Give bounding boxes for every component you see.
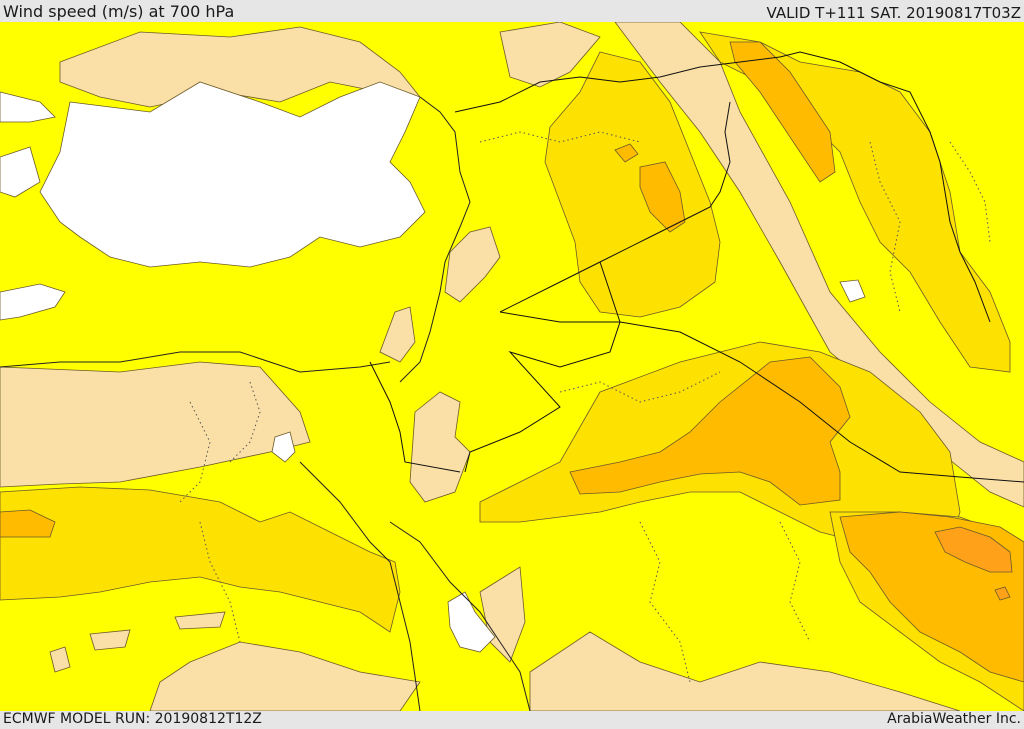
white-zone-red-sea (447, 591, 496, 653)
valid-time: VALID T+111 SAT. 20190817T03Z (766, 4, 1021, 22)
level2-zone-saudi (569, 356, 851, 506)
level2-zone-syria-core (639, 161, 686, 233)
level2-zone-egypt-west (0, 509, 56, 538)
calm-zone-euphrates (614, 21, 1024, 508)
calm-zone-lebanon (444, 226, 501, 303)
white-zone-nile-delta (271, 431, 296, 463)
coastline-levant (399, 96, 471, 383)
calm-zone-small-1 (49, 646, 71, 673)
border-saudi-iraq (619, 321, 1024, 483)
calm-zone-coast (379, 306, 416, 363)
border-jordan-iraq-link (599, 261, 621, 323)
region-line-7 (779, 521, 811, 643)
region-line-2 (229, 381, 261, 463)
border-jordan (464, 311, 621, 473)
header-bar: Wind speed (m/s) at 700 hPa VALID T+111 … (0, 0, 1024, 22)
coastline-red-sea-east (389, 521, 531, 712)
credit-label: ArabiaWeather Inc. (887, 711, 1021, 727)
map-title: Wind speed (m/s) at 700 hPa (3, 2, 235, 21)
border-turkey-syria (454, 56, 781, 113)
region-line-8 (199, 521, 241, 643)
calm-zone-small-3 (174, 611, 226, 630)
country-borders (369, 51, 1024, 483)
level2-zone-syria-small (614, 143, 639, 163)
region-line-3 (179, 401, 211, 503)
white-zone-southwest (0, 283, 66, 321)
border-iraq-iran (779, 51, 991, 323)
level1-zone-egypt (0, 486, 401, 633)
region-line-1 (479, 131, 641, 143)
coastline-red-sea-west (299, 461, 421, 712)
calm-zone-sudan (149, 641, 421, 712)
white-zone-west (0, 146, 41, 198)
region-line-4 (559, 371, 721, 403)
region-line-5 (869, 141, 901, 313)
level2-zone-euphrates-north (729, 41, 836, 183)
white-zone-gulf (839, 279, 866, 303)
footer-bar: ECMWF MODEL RUN: 20190812T12Z ArabiaWeat… (0, 711, 1024, 729)
calm-zone-north-syria (499, 21, 601, 88)
calm-zone-small-2 (89, 629, 131, 651)
level3-zone-east-peak (934, 526, 1013, 573)
wind-speed-map[interactable] (0, 21, 1024, 712)
coastline-egypt (0, 351, 391, 373)
border-egypt-israel (369, 361, 461, 473)
border-syria-iraq (499, 101, 731, 313)
level1-zone-syria (544, 51, 721, 318)
model-run-label: ECMWF MODEL RUN: 20190812T12Z (3, 711, 262, 727)
level3-zone-east-small (994, 586, 1011, 601)
white-zone-aegean (0, 91, 56, 123)
region-line-9 (949, 141, 991, 243)
regional-boundaries (179, 131, 991, 683)
white-zone-mediterranean-north (39, 81, 426, 268)
level3-zones (934, 526, 1013, 601)
region-line-6 (639, 521, 691, 683)
coastlines (0, 96, 531, 712)
white-zones (0, 81, 866, 653)
